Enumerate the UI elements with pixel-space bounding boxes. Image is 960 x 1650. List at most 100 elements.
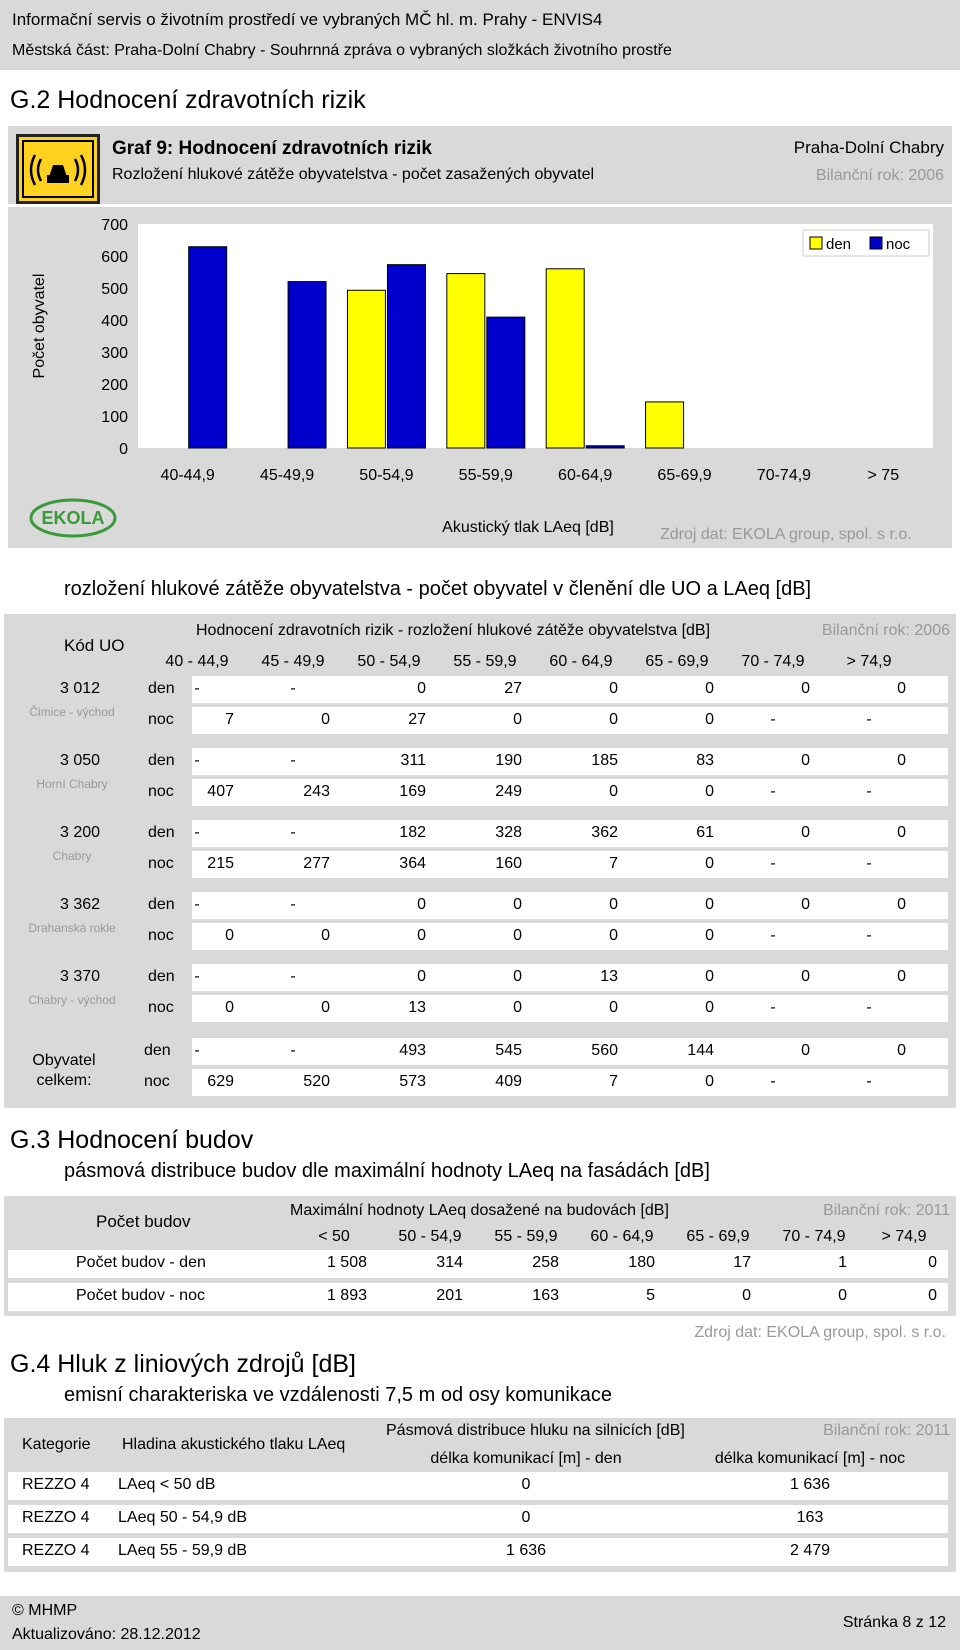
total-cell: 144: [687, 1042, 714, 1059]
g3-year: Bilanční rok: 2011: [823, 1202, 950, 1219]
x-tick-label: 60-64,9: [558, 467, 612, 484]
total-cell: 573: [399, 1073, 426, 1090]
g2-column-header: 50 - 54,9: [357, 653, 421, 670]
bar-den-3: [446, 273, 486, 449]
g2-cell: -: [770, 999, 776, 1016]
g2-cell: 0: [321, 711, 330, 728]
row-bg: [192, 964, 948, 991]
x-tick-label: 70-74,9: [757, 467, 811, 484]
g2-cell: 362: [591, 824, 618, 841]
bar-noc-2: [386, 264, 426, 449]
total-label-1: Obyvatel: [32, 1052, 96, 1069]
total-cell: 629: [207, 1073, 234, 1090]
x-axis-label: Akustický tlak LAeq [dB]: [442, 519, 614, 536]
den-label: den: [148, 680, 175, 697]
g2-cell: 0: [513, 711, 522, 728]
y-tick-label: 700: [101, 217, 128, 234]
g2-cell: 0: [609, 680, 618, 697]
total-cell: -: [866, 1073, 872, 1090]
g3-row-header: Počet budov: [96, 1212, 191, 1231]
g2-cell: 0: [897, 896, 906, 913]
g2-cell: 0: [513, 927, 522, 944]
legend-swatch-den: [809, 236, 823, 250]
total-cell: 493: [399, 1042, 426, 1059]
row-bg: [8, 1283, 948, 1311]
g4-col-den: délka komunikací [m] - den: [430, 1450, 622, 1467]
g2-cell: 0: [513, 999, 522, 1016]
g2-cell: 0: [225, 999, 234, 1016]
g2-cell: -: [194, 680, 200, 697]
ekola-logo: EKOLA: [29, 498, 117, 538]
g2-column-header: > 74,9: [846, 653, 892, 670]
g3-cell: 0: [928, 1254, 937, 1271]
g2-table-year: Bilanční rok: 2006: [821, 622, 950, 639]
g4-header: Pásmová distribuce hluku na silnicích [d…: [386, 1422, 685, 1439]
g2-column-header: 45 - 49,9: [261, 653, 325, 670]
total-cell: 545: [495, 1042, 522, 1059]
x-tick-label: > 75: [868, 467, 900, 484]
g3-column-header: < 50: [318, 1228, 350, 1245]
g2-cell: 160: [495, 855, 522, 872]
g4-den: 0: [521, 1509, 531, 1526]
g2-table-title: rozložení hlukové zátěže obyvatelstva - …: [64, 578, 812, 600]
g4-noc: 2 479: [789, 1542, 831, 1559]
g3-cell: 258: [532, 1254, 559, 1271]
g4-col-noc: délka komunikací [m] - noc: [714, 1450, 906, 1467]
kod-uo-header: Kód UO: [64, 636, 125, 655]
g2-cell: 0: [705, 927, 714, 944]
g2-header: Hodnocení zdravotních rizik - rozložení …: [196, 622, 711, 639]
den-label: den: [148, 752, 175, 769]
g3-cell: 0: [928, 1287, 937, 1304]
g2-cell: 0: [609, 927, 618, 944]
bar-den-4: [545, 268, 585, 449]
g2-cell: 407: [207, 783, 234, 800]
y-tick-label: 100: [101, 409, 128, 426]
x-tick-label: 40-44,9: [161, 467, 215, 484]
g2-cell: 328: [495, 824, 522, 841]
g2-cell: -: [194, 896, 200, 913]
g3-column-header: > 74,9: [881, 1228, 927, 1245]
page-footer: © MHMP Aktualizováno: 28.12.2012 Stránka…: [0, 1596, 960, 1650]
g2-cell: 7: [225, 711, 234, 728]
uo-code: 3 200: [60, 824, 101, 841]
uo-name: Horní Chabry: [36, 777, 108, 791]
row-bg: [192, 820, 948, 847]
bar-noc-3: [486, 316, 526, 449]
total-cell: -: [194, 1042, 200, 1059]
svg-text:EKOLA: EKOLA: [42, 508, 105, 528]
bar-chart: Počet obyvatel Akustický tlak LAeq [dB] …: [29, 217, 933, 538]
row-bg: [192, 1069, 948, 1096]
total-cell: 0: [801, 1042, 810, 1059]
g2-cell: -: [290, 680, 296, 697]
g2-cell: 215: [207, 855, 234, 872]
g2-cell: 0: [705, 896, 714, 913]
graph-title: Graf 9: Hodnocení zdravotních rizik: [112, 138, 432, 159]
bar-den-5: [645, 401, 685, 449]
graph-subtitle: Rozložení hlukové zátěže obyvatelstva - …: [112, 166, 595, 183]
noc-label: noc: [148, 711, 174, 728]
g3-row-label: Počet budov - den: [76, 1254, 206, 1271]
footer-page-number: Stránka 8 z 12: [842, 1614, 946, 1631]
header-line-2: Městská část: Praha-Dolní Chabry - Souhr…: [12, 42, 672, 59]
uo-code: 3 370: [60, 968, 101, 985]
footer-updated: Aktualizováno: 28.12.2012: [12, 1626, 201, 1643]
row-bg: [8, 1538, 948, 1566]
y-tick-label: 600: [101, 249, 128, 266]
g2-column-header: 60 - 64,9: [549, 653, 613, 670]
g2-cell: -: [194, 752, 200, 769]
g2-cell: -: [290, 752, 296, 769]
g4-hladina: LAeq < 50 dB: [118, 1476, 216, 1493]
g4-year: Bilanční rok: 2011: [823, 1422, 950, 1439]
g2-cell: 277: [303, 855, 330, 872]
g2-cell: -: [290, 968, 296, 985]
row-bg: [192, 748, 948, 775]
uo-name: Čimice - východ: [29, 705, 115, 719]
g3-header: Maximální hodnoty LAeq dosažené na budov…: [290, 1202, 669, 1219]
uo-code: 3 362: [60, 896, 101, 913]
g2-cell: 0: [321, 927, 330, 944]
header-line-1: Informační servis o životním prostředí v…: [12, 10, 603, 29]
noc-label: noc: [144, 1073, 170, 1090]
total-cell: -: [290, 1042, 296, 1059]
g2-cell: 0: [513, 968, 522, 985]
uo-code: 3 050: [60, 752, 101, 769]
